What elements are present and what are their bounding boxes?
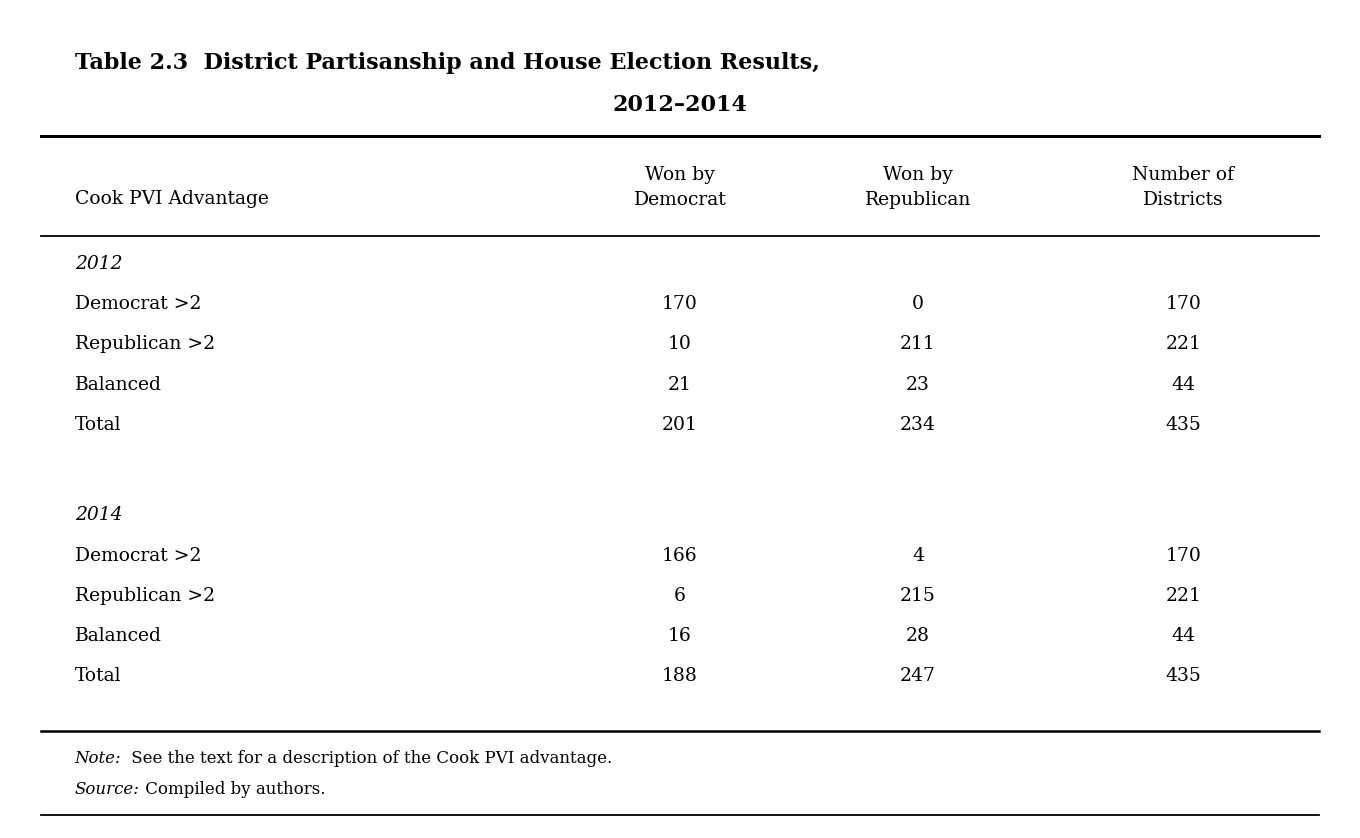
Text: 2012–2014: 2012–2014 xyxy=(612,94,748,116)
Text: Democrat >2: Democrat >2 xyxy=(75,295,201,313)
Text: 21: 21 xyxy=(668,375,692,394)
Text: 170: 170 xyxy=(1166,295,1201,313)
Text: Source:: Source: xyxy=(75,781,140,798)
Text: 215: 215 xyxy=(900,587,936,605)
Text: 211: 211 xyxy=(900,335,936,354)
Text: Cook PVI Advantage: Cook PVI Advantage xyxy=(75,190,269,208)
Text: 0: 0 xyxy=(913,295,923,313)
Text: 234: 234 xyxy=(900,416,936,434)
Text: Compiled by authors.: Compiled by authors. xyxy=(140,781,325,798)
Text: Note:: Note: xyxy=(75,750,121,767)
Text: 435: 435 xyxy=(1166,667,1201,685)
Text: 6: 6 xyxy=(675,587,685,605)
Text: Balanced: Balanced xyxy=(75,375,162,394)
Text: 170: 170 xyxy=(662,295,698,313)
Text: Republican >2: Republican >2 xyxy=(75,587,215,605)
Text: 435: 435 xyxy=(1166,416,1201,434)
Text: Number of
Districts: Number of Districts xyxy=(1132,166,1235,210)
Text: 188: 188 xyxy=(662,667,698,685)
Text: 16: 16 xyxy=(668,627,692,645)
Text: Balanced: Balanced xyxy=(75,627,162,645)
Text: Won by
Democrat: Won by Democrat xyxy=(634,166,726,210)
Text: 170: 170 xyxy=(1166,546,1201,565)
Text: See the text for a description of the Cook PVI advantage.: See the text for a description of the Co… xyxy=(126,750,613,767)
Text: 221: 221 xyxy=(1166,587,1201,605)
Text: Won by
Republican: Won by Republican xyxy=(865,166,971,210)
Text: 221: 221 xyxy=(1166,335,1201,354)
Text: 28: 28 xyxy=(906,627,930,645)
Text: Republican >2: Republican >2 xyxy=(75,335,215,354)
Text: 44: 44 xyxy=(1171,627,1195,645)
Text: Total: Total xyxy=(75,667,121,685)
Text: 23: 23 xyxy=(906,375,930,394)
Text: 247: 247 xyxy=(900,667,936,685)
Text: 2014: 2014 xyxy=(75,506,122,525)
Text: 10: 10 xyxy=(668,335,692,354)
Text: Democrat >2: Democrat >2 xyxy=(75,546,201,565)
Text: Total: Total xyxy=(75,416,121,434)
Text: 166: 166 xyxy=(662,546,698,565)
Text: 4: 4 xyxy=(913,546,923,565)
Text: 44: 44 xyxy=(1171,375,1195,394)
Text: 201: 201 xyxy=(662,416,698,434)
Text: 2012: 2012 xyxy=(75,255,122,273)
Text: Table 2.3  District Partisanship and House Election Results,: Table 2.3 District Partisanship and Hous… xyxy=(75,52,820,74)
